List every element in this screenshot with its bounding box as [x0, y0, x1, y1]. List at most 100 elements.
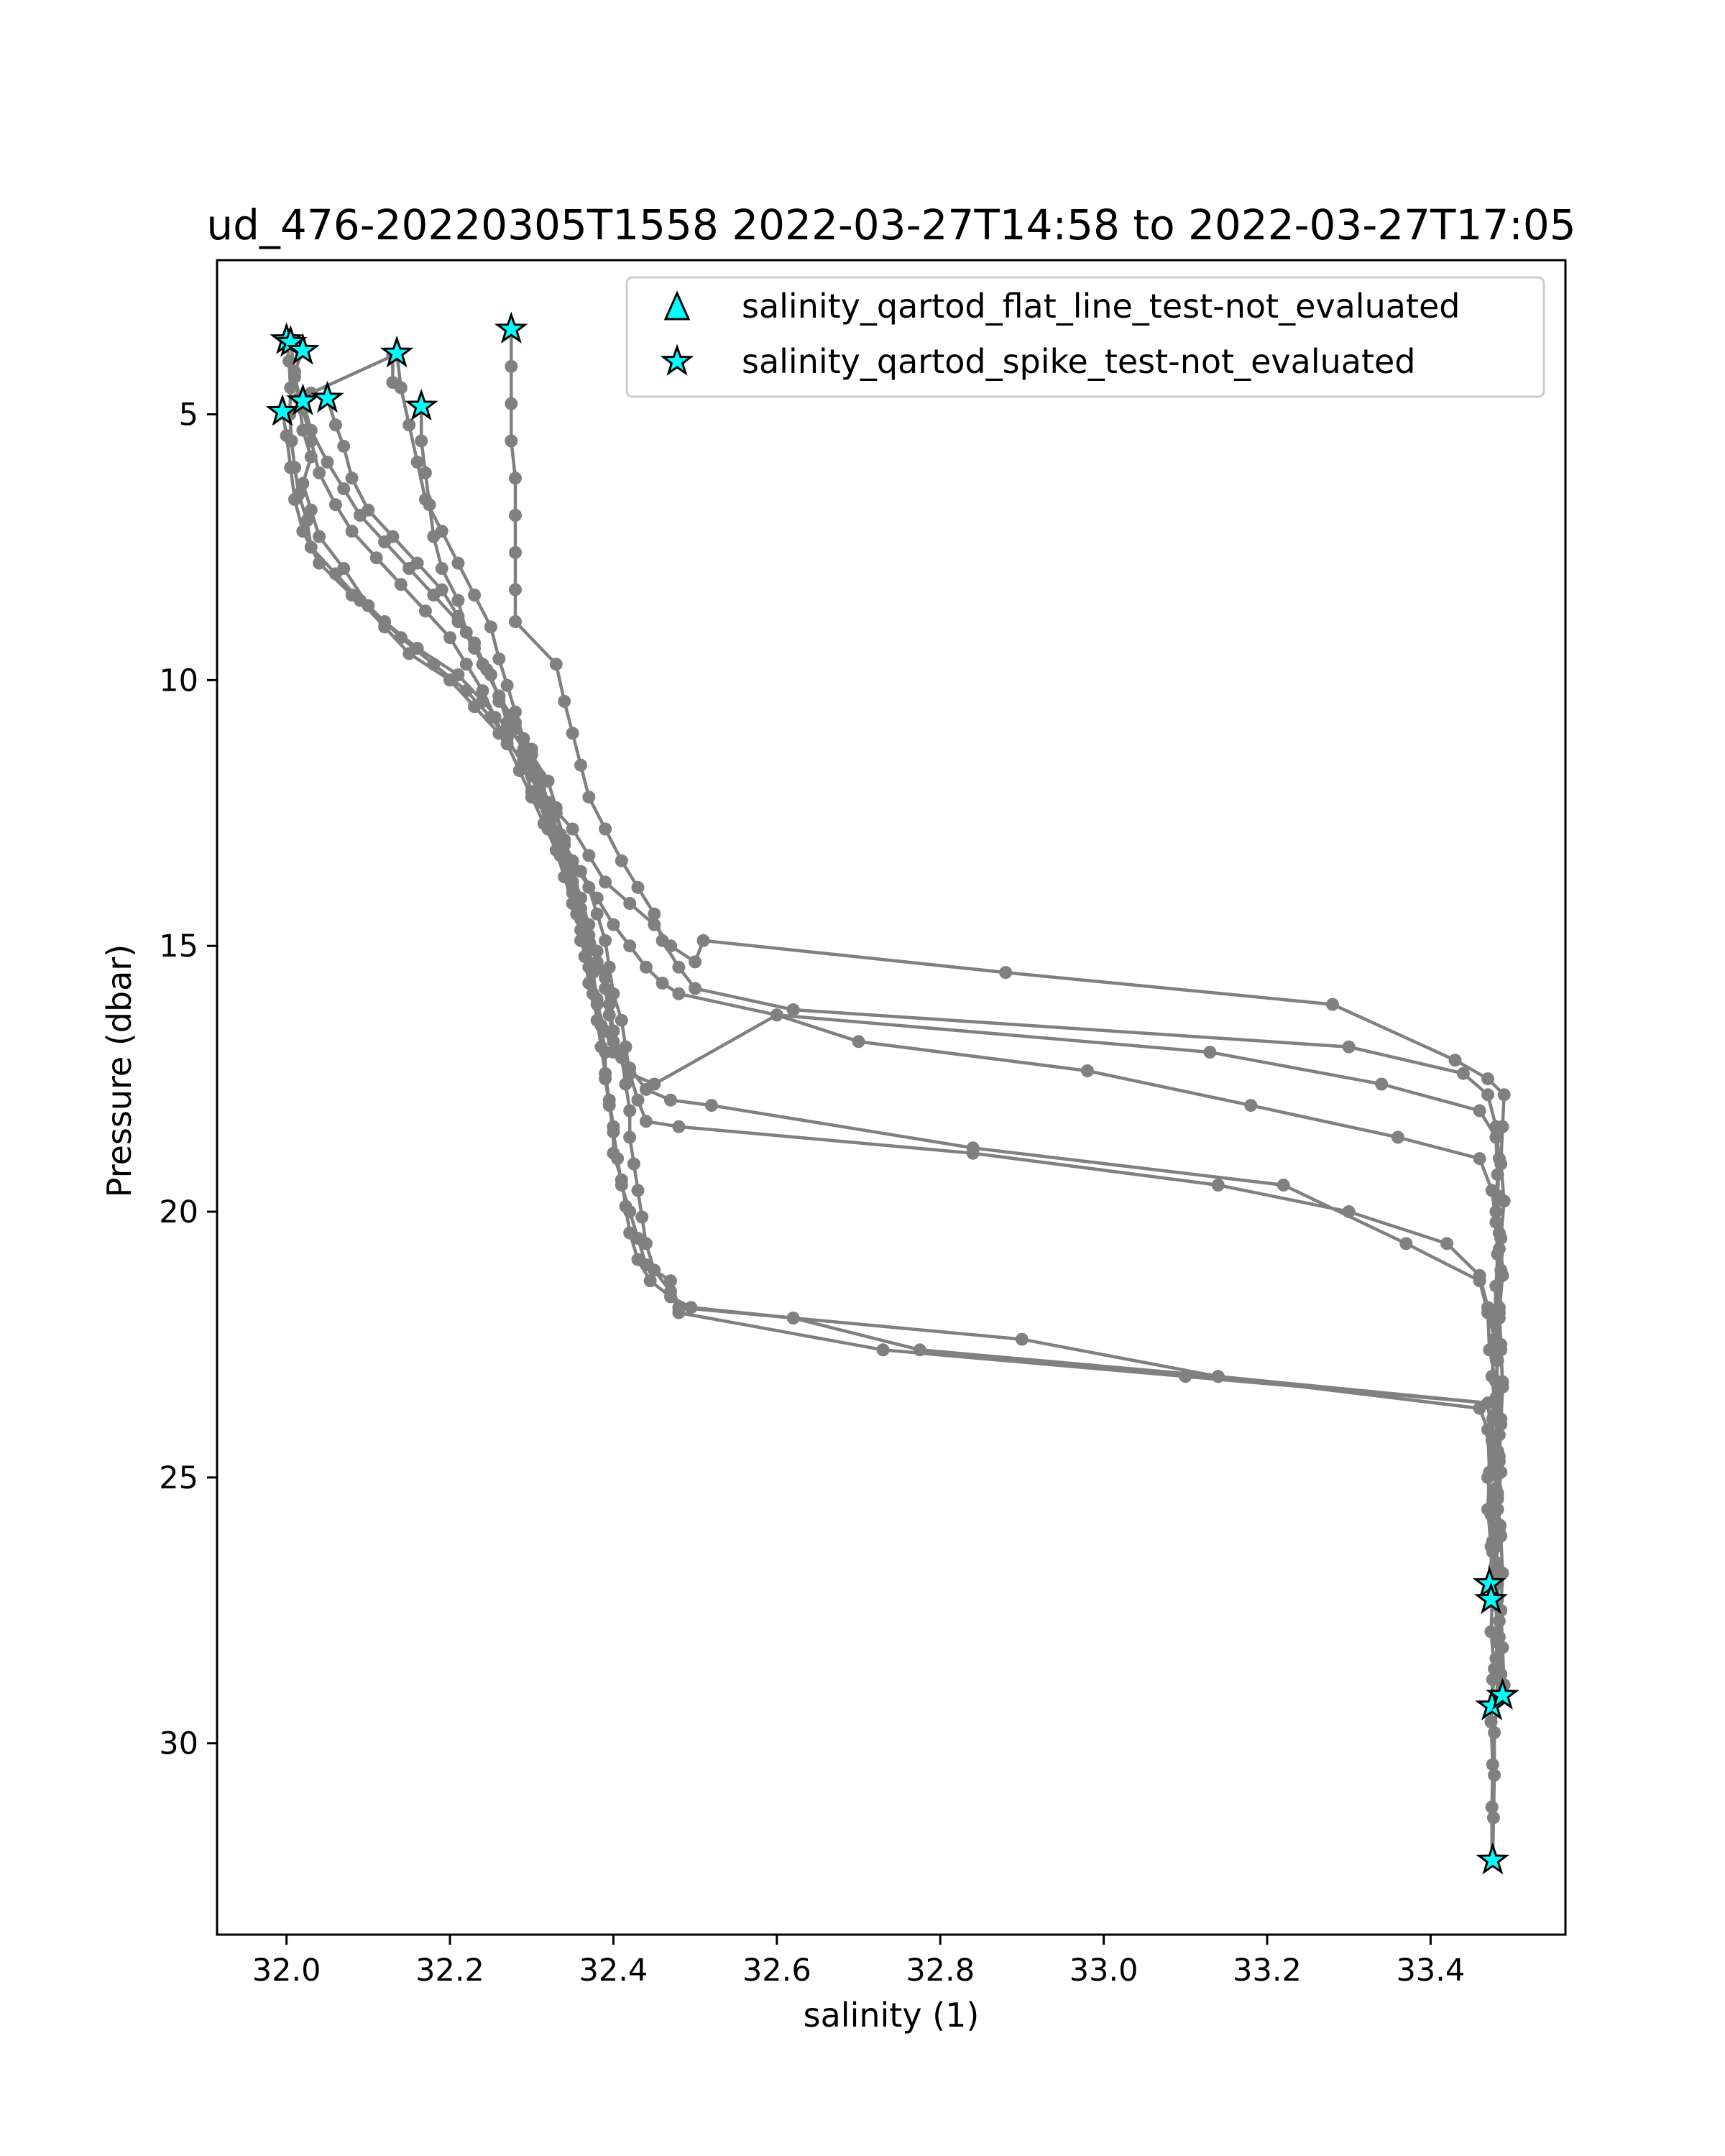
data-point: [602, 960, 616, 974]
data-point: [590, 998, 604, 1011]
data-point: [1080, 1064, 1094, 1077]
data-point: [418, 604, 432, 618]
data-point: [1473, 1401, 1486, 1415]
data-point: [451, 594, 465, 607]
data-point: [635, 1210, 649, 1224]
data-point: [1399, 1237, 1413, 1250]
data-point: [631, 880, 645, 894]
data-point: [1496, 1567, 1509, 1580]
data-point: [484, 620, 497, 634]
data-point: [512, 764, 526, 778]
data-point: [599, 1024, 612, 1038]
data-point: [304, 503, 318, 517]
data-point: [1488, 1317, 1501, 1330]
data-point: [1492, 1455, 1506, 1468]
data-point: [619, 1199, 632, 1213]
data-point: [599, 1067, 612, 1080]
data-point: [786, 1003, 800, 1016]
data-point: [599, 875, 612, 889]
data-point: [505, 434, 518, 448]
data-point: [566, 897, 579, 910]
data-point: [525, 742, 538, 756]
data-point: [578, 950, 592, 963]
data-point: [913, 1343, 926, 1357]
data-point: [1486, 1811, 1500, 1825]
data-point: [1481, 1423, 1494, 1437]
data-point: [689, 955, 702, 969]
data-point: [1494, 1417, 1508, 1431]
data-point: [594, 1040, 608, 1054]
data-point: [1473, 1274, 1486, 1288]
data-point: [648, 907, 661, 921]
data-point: [599, 934, 612, 947]
spike-flag-star-marker: [404, 388, 438, 421]
y-tick-label: 15: [159, 929, 198, 964]
data-point: [1473, 1152, 1486, 1166]
data-point: [607, 918, 620, 931]
data-point: [1342, 1040, 1356, 1054]
data-point: [296, 476, 310, 490]
data-point: [410, 556, 424, 570]
data-point: [313, 466, 326, 479]
data-point: [607, 1120, 620, 1133]
data-point: [1326, 998, 1339, 1011]
data-point: [280, 429, 293, 443]
data-point: [509, 545, 522, 559]
data-point: [1491, 1189, 1504, 1202]
data-point: [582, 977, 596, 990]
data-point: [1489, 1120, 1503, 1133]
series-layer: [276, 323, 1511, 1867]
data-point: [672, 1120, 686, 1133]
legend-entry-flat-line: salinity_qartod_flat_line_test-not_evalu…: [742, 287, 1460, 326]
data-point: [488, 711, 502, 724]
data-point: [337, 562, 351, 575]
data-point: [623, 1067, 637, 1080]
spike-flag-star-marker: [310, 380, 344, 413]
data-point: [509, 716, 522, 729]
data-point: [378, 615, 392, 628]
data-point: [386, 376, 400, 390]
data-point: [623, 1130, 637, 1144]
data-point: [684, 1301, 698, 1314]
data-point: [451, 668, 465, 681]
data-point: [337, 482, 351, 496]
data-point: [549, 658, 563, 671]
x-tick-label: 32.4: [579, 1953, 648, 1989]
data-point: [590, 955, 604, 969]
salinity-profile-9: [505, 323, 1509, 1388]
data-point: [402, 418, 416, 432]
data-point: [328, 418, 342, 432]
legend-entry-spike: salinity_qartod_spike_test-not_evaluated: [742, 342, 1415, 381]
data-point: [313, 530, 326, 543]
data-point: [500, 678, 514, 692]
data-point: [468, 589, 482, 602]
data-point: [435, 583, 448, 596]
data-point: [1492, 1301, 1506, 1314]
data-point: [574, 758, 587, 772]
data-point: [689, 982, 702, 995]
x-tick-label: 33.4: [1397, 1953, 1466, 1989]
data-point: [1489, 1391, 1503, 1404]
y-axis-label: Pressure (dbar): [100, 944, 139, 1197]
data-point: [590, 907, 604, 921]
data-point: [304, 434, 318, 448]
data-point: [533, 769, 547, 783]
data-point: [704, 1099, 718, 1112]
data-point: [696, 934, 710, 947]
data-point: [418, 466, 432, 479]
data-point: [1494, 1338, 1508, 1351]
x-tick-label: 32.2: [415, 1953, 484, 1989]
data-point: [672, 960, 686, 974]
data-point: [1244, 1099, 1258, 1112]
data-point: [631, 1093, 645, 1107]
salinity-profile-8: [415, 400, 1511, 1692]
data-point: [1496, 1375, 1509, 1388]
data-point: [770, 1008, 783, 1022]
data-point: [623, 939, 637, 953]
data-point: [602, 1093, 616, 1107]
data-point: [574, 923, 587, 936]
data-point: [500, 737, 514, 751]
y-tick-label: 20: [159, 1194, 198, 1230]
data-point: [566, 822, 579, 836]
data-point: [423, 498, 436, 512]
